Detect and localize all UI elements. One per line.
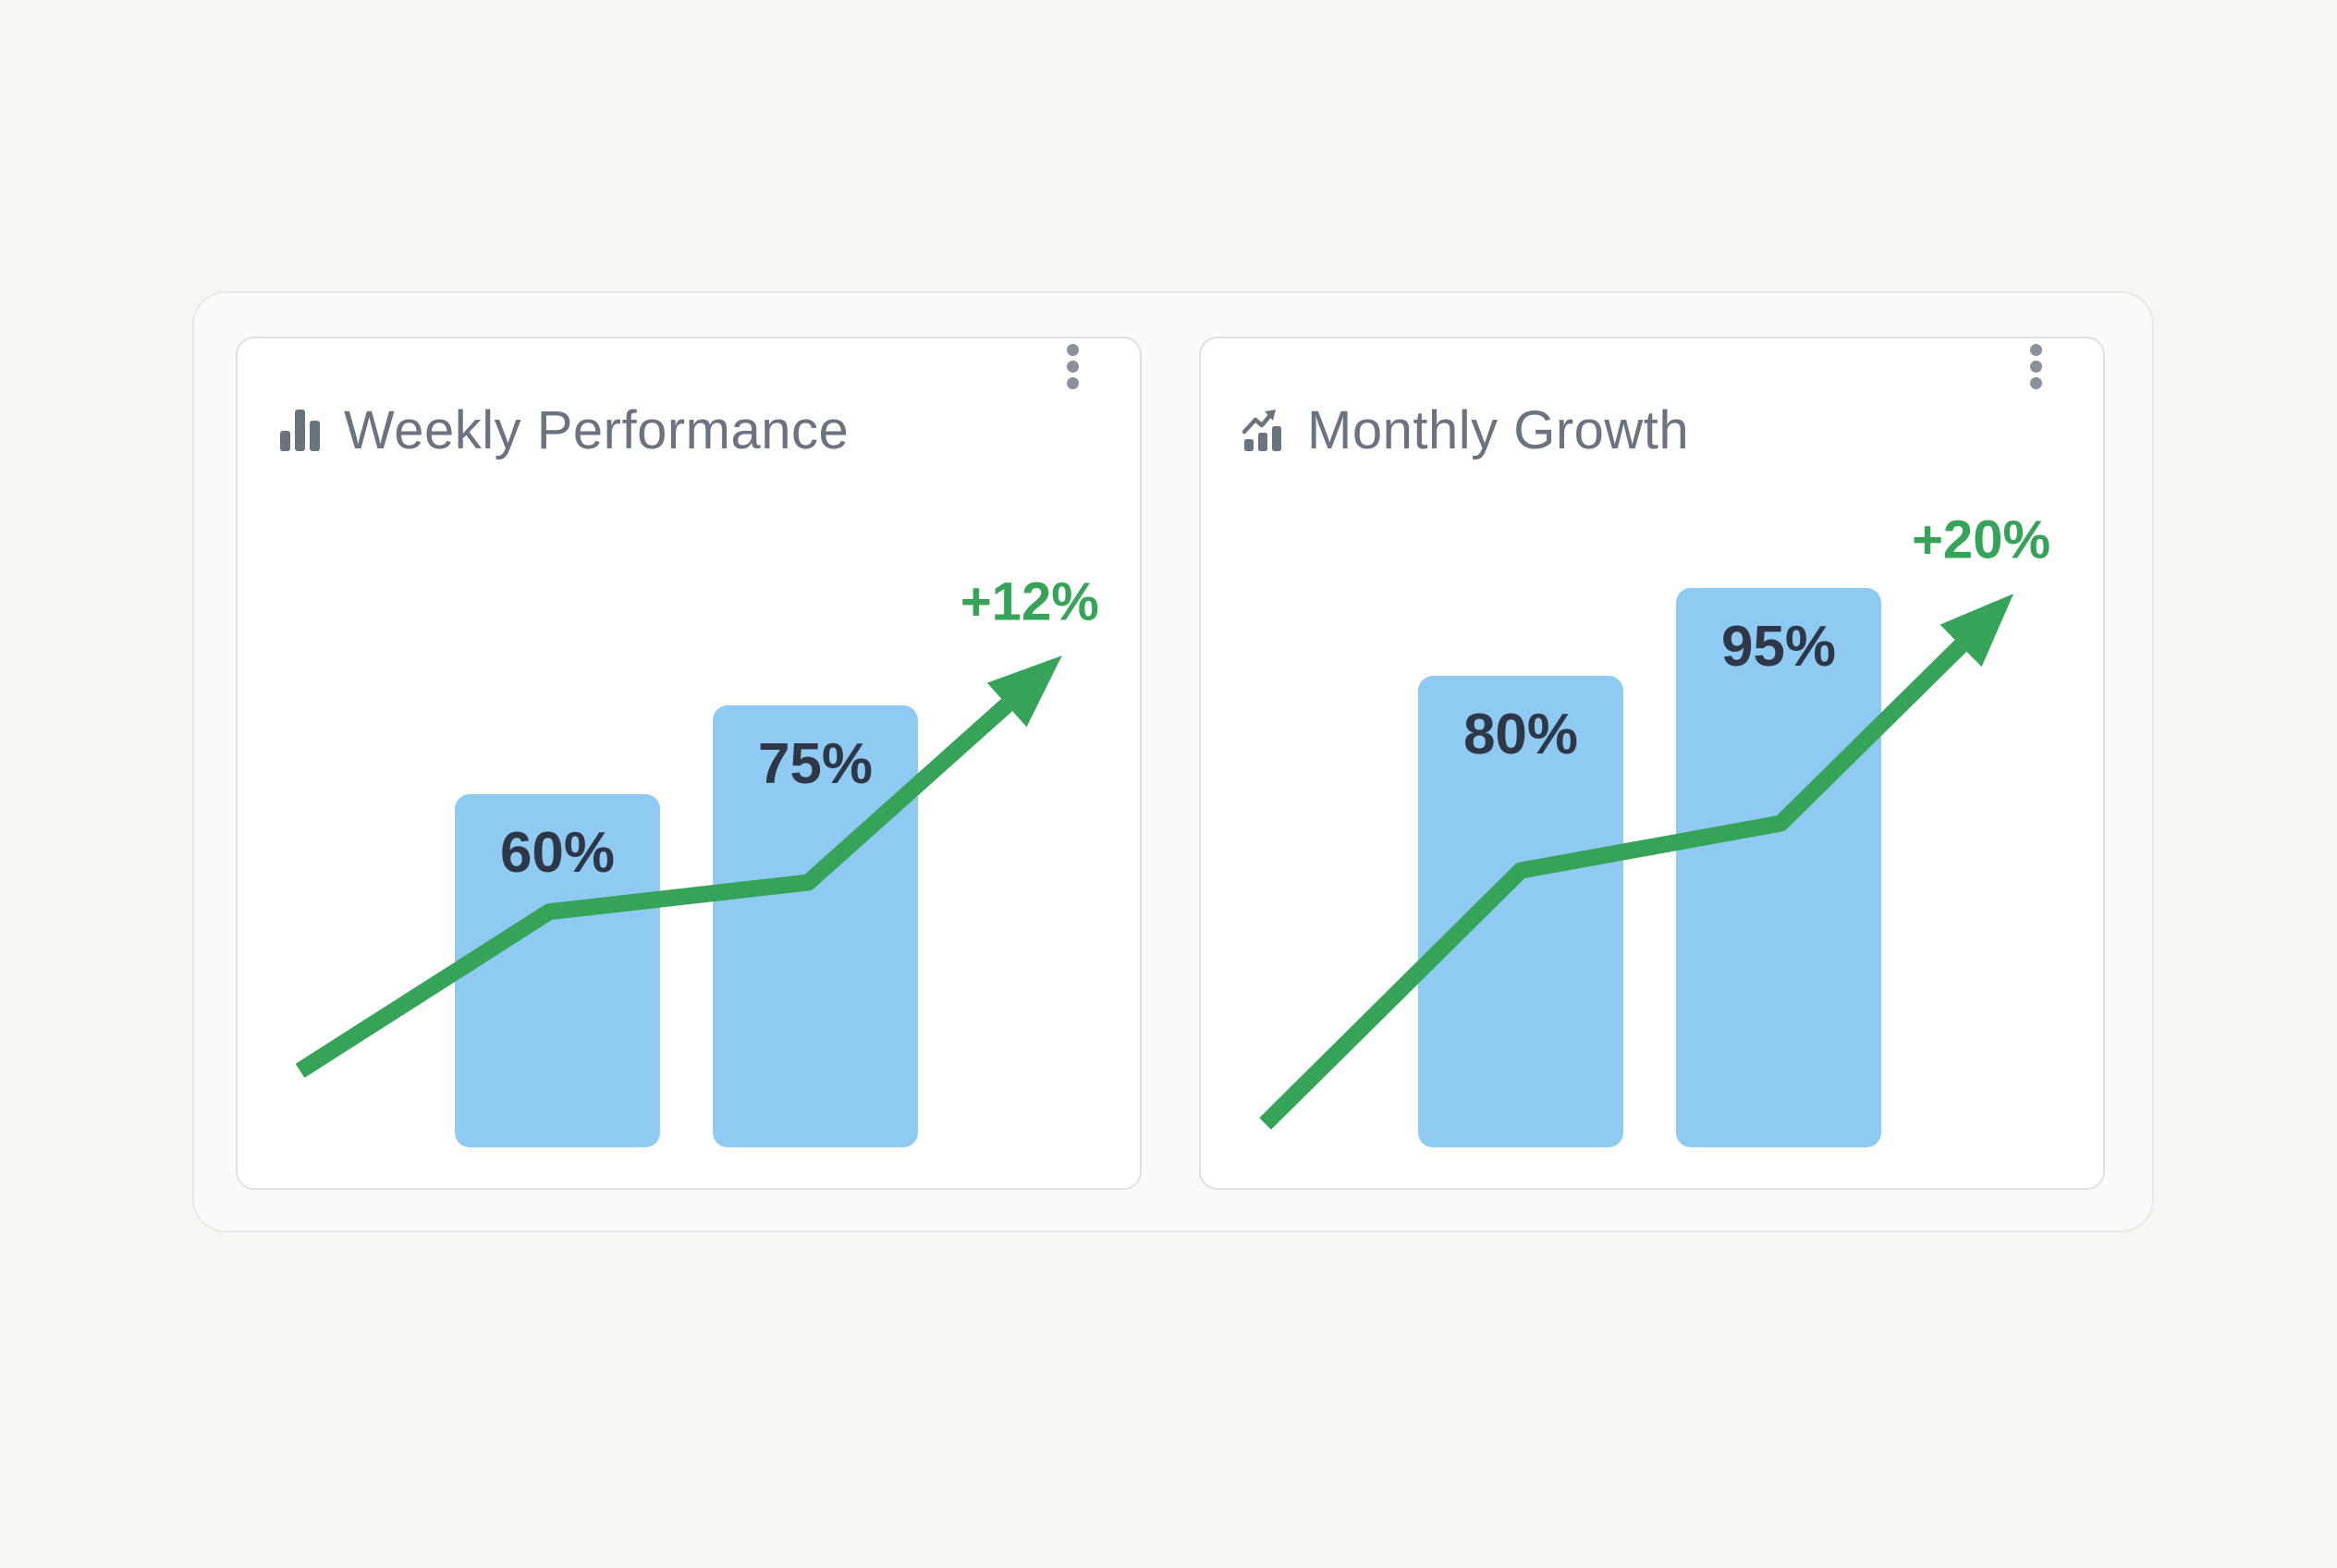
arrowhead-icon <box>1939 594 2014 668</box>
chart-area: 80% 95% +20% <box>1201 338 2103 1188</box>
change-label: +12% <box>960 571 1099 632</box>
bar: 95% <box>1676 588 1881 1147</box>
bar-value-label: 95% <box>1720 615 1837 679</box>
card-header: Weekly Performance <box>279 403 1098 459</box>
trend-arrow <box>1259 594 2014 1130</box>
charts-panel: 60% 75% +12% Weekly Performance 80% 95% <box>192 291 2154 1232</box>
bar-chart-icon <box>279 409 324 453</box>
bar: 75% <box>713 705 918 1147</box>
trend-arrow <box>295 655 1062 1078</box>
bar-value-label: 80% <box>1462 703 1579 766</box>
kebab-menu-button[interactable] <box>1047 340 1097 392</box>
bar: 60% <box>455 794 660 1147</box>
kebab-menu-icon <box>1066 343 1079 356</box>
arrowhead-icon <box>986 655 1062 728</box>
trending-up-bars-icon <box>1242 409 1287 453</box>
card-title: Monthly Growth <box>1307 400 1690 460</box>
chart-area: 60% 75% +12% <box>238 338 1140 1188</box>
card-monthly-growth: 80% 95% +20% Monthly Growth <box>1199 337 2105 1190</box>
bar: 80% <box>1418 676 1623 1147</box>
card-weekly-performance: 60% 75% +12% Weekly Performance <box>236 337 1142 1190</box>
change-label: +20% <box>1912 509 2051 570</box>
kebab-menu-icon <box>2029 343 2042 356</box>
kebab-menu-button[interactable] <box>2011 340 2061 392</box>
card-title: Weekly Performance <box>344 400 850 460</box>
card-header: Monthly Growth <box>1242 403 2062 459</box>
bar-value-label: 60% <box>499 821 616 885</box>
bar-value-label: 75% <box>757 732 874 796</box>
